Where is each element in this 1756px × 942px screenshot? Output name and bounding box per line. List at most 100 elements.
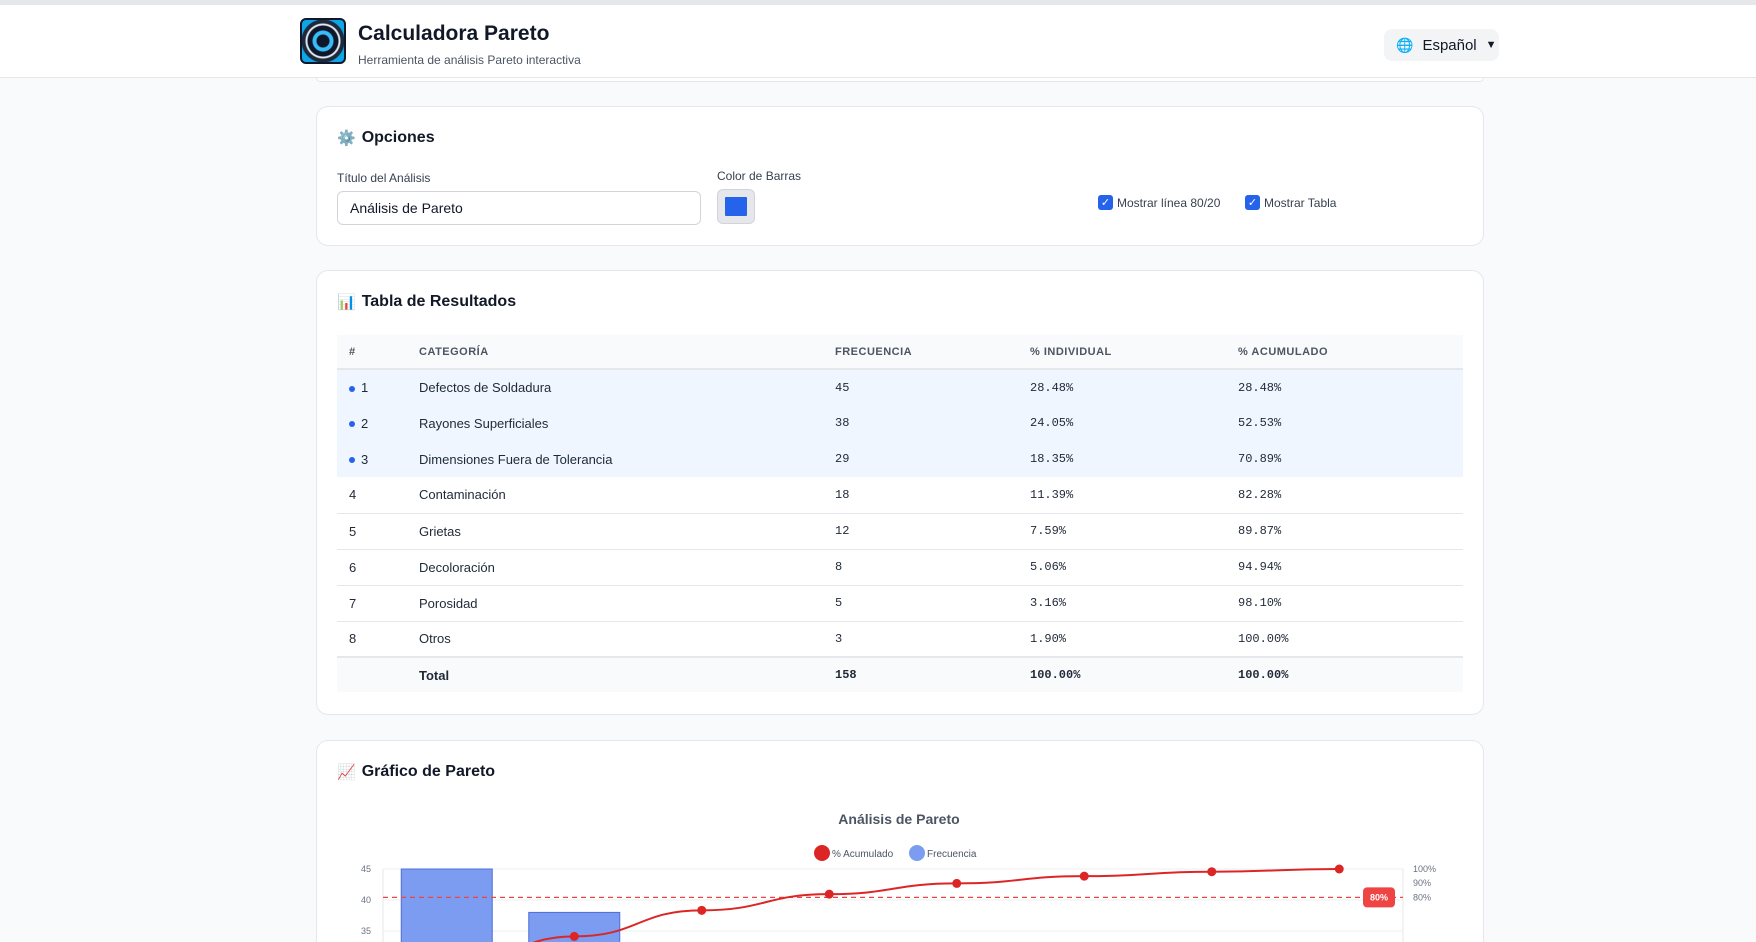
table-row: 4 Contaminación 18 11.39% 82.28% <box>337 477 1463 514</box>
column-header-individual[interactable]: % INDIVIDUAL <box>1030 335 1238 370</box>
row-frequency: 8 <box>835 549 1030 586</box>
table-row: 7 Porosidad 5 3.16% 98.10% <box>337 585 1463 622</box>
legend-swatch-frequency <box>909 845 925 861</box>
legend-swatch-cumulative <box>814 845 830 861</box>
checkmark-icon: ✓ <box>1098 195 1113 210</box>
table-row: 8 Otros 3 1.90% 100.00% <box>337 621 1463 658</box>
row-category: Decoloración <box>419 549 835 586</box>
row-category: Grietas <box>419 513 835 550</box>
row-frequency: 12 <box>835 513 1030 550</box>
row-category: Dimensiones Fuera de Tolerancia <box>419 441 835 477</box>
cumulative-point <box>952 878 962 888</box>
show-8020-label: Mostrar línea 80/20 <box>1117 195 1221 210</box>
bar-chart-icon: 📊 <box>337 294 356 311</box>
table-row: 3 Dimensiones Fuera de Tolerancia 29 18.35%… <box>337 441 1463 477</box>
app-subtitle: Herramienta de análisis Pareto interacti… <box>358 53 581 67</box>
app-header: Calculadora Pareto Herramienta de anális… <box>0 0 1756 78</box>
row-individual: 24.05% <box>1030 405 1238 441</box>
pareto-chart: Análisis de Pareto % Acumulado Frecuencia 4… <box>361 811 1436 942</box>
row-number: 8 <box>337 621 419 658</box>
cumulative-point <box>569 931 579 941</box>
row-cumulative: 52.53% <box>1238 405 1463 441</box>
bar-color-picker[interactable] <box>717 189 755 224</box>
analysis-title-label: Título del Análisis <box>337 171 431 185</box>
column-header-cumulative[interactable]: % ACUMULADO <box>1238 335 1463 370</box>
language-label: Español <box>1422 36 1477 54</box>
trend-chart-icon: 📈 <box>337 764 356 781</box>
row-individual: 18.35% <box>1030 441 1238 477</box>
total-frequency: 158 <box>835 656 1030 692</box>
row-cumulative: 98.10% <box>1238 585 1463 622</box>
vital-few-dot-icon <box>349 421 355 428</box>
vital-few-dot-icon <box>349 385 355 392</box>
row-number: 2 <box>337 405 419 441</box>
y-left-tick-label: 35 <box>361 926 371 936</box>
row-cumulative: 28.48% <box>1238 369 1463 405</box>
show-table-label: Mostrar Tabla <box>1264 195 1337 210</box>
row-number: 6 <box>337 549 419 586</box>
column-header-category[interactable]: CATEGORÍA <box>419 335 835 370</box>
y-right-tick-label: 100% <box>1413 864 1436 874</box>
y-left-tick-label: 40 <box>361 895 371 905</box>
row-category: Porosidad <box>419 585 835 622</box>
total-individual: 100.00% <box>1030 656 1238 692</box>
total-label: Total <box>419 656 835 692</box>
checkmark-icon: ✓ <box>1245 195 1260 210</box>
row-cumulative: 94.94% <box>1238 549 1463 586</box>
cumulative-point <box>1207 867 1217 877</box>
row-number: 4 <box>337 477 419 514</box>
row-cumulative: 100.00% <box>1238 621 1463 658</box>
row-frequency: 5 <box>835 585 1030 622</box>
cumulative-line <box>532 868 1340 942</box>
row-number: 3 <box>337 441 419 477</box>
options-title: ⚙️ Opciones <box>337 129 435 147</box>
total-cumulative: 100.00% <box>1238 656 1463 692</box>
table-row: 2 Rayones Superficiales 38 24.05% 52.53% <box>337 405 1463 441</box>
row-category: Contaminación <box>419 477 835 514</box>
y-right-tick-label: 80% <box>1413 892 1431 902</box>
results-title: 📊 Tabla de Resultados <box>337 293 517 311</box>
row-number: 7 <box>337 585 419 622</box>
table-row: 6 Decoloración 8 5.06% 94.94% <box>337 549 1463 586</box>
table-header-row: # CATEGORÍA FRECUENCIA % INDIVIDUAL % AC… <box>337 335 1463 370</box>
row-category: Otros <box>419 621 835 658</box>
row-cumulative: 70.89% <box>1238 441 1463 477</box>
bar-color-label: Color de Barras <box>717 169 802 183</box>
chart-section-title: 📈 Gráfico de Pareto <box>337 763 496 781</box>
cumulative-point <box>1079 871 1089 881</box>
row-individual: 7.59% <box>1030 513 1238 550</box>
previous-card-edge <box>316 78 1484 82</box>
row-category: Rayones Superficiales <box>419 405 835 441</box>
cumulative-point <box>697 905 707 915</box>
row-cumulative: 82.28% <box>1238 477 1463 514</box>
reference-badge-label: 80% <box>1370 892 1388 902</box>
analysis-title-input[interactable] <box>337 191 701 225</box>
row-individual: 11.39% <box>1030 477 1238 514</box>
vital-few-dot-icon <box>349 457 355 464</box>
gear-icon: ⚙️ <box>337 130 356 147</box>
bar <box>400 868 493 942</box>
show-table-checkbox[interactable]: ✓ Mostrar Tabla <box>1245 195 1336 210</box>
chevron-down-icon: ▼ <box>1485 39 1497 51</box>
row-individual: 1.90% <box>1030 621 1238 658</box>
row-individual: 3.16% <box>1030 585 1238 622</box>
column-header-number[interactable]: # <box>337 335 419 370</box>
y-right-tick-label: 90% <box>1413 878 1431 888</box>
show-8020-checkbox[interactable]: ✓ Mostrar línea 80/20 <box>1098 195 1220 210</box>
table-row: 1 Defectos de Soldadura 45 28.48% 28.48% <box>337 369 1463 405</box>
legend-label-cumulative: % Acumulado <box>832 849 894 860</box>
table-row: 5 Grietas 12 7.59% 89.87% <box>337 513 1463 550</box>
chart-title: Análisis de Pareto <box>838 811 959 827</box>
row-cumulative: 89.87% <box>1238 513 1463 550</box>
row-individual: 28.48% <box>1030 369 1238 405</box>
app-title: Calculadora Pareto <box>358 22 550 45</box>
app-logo <box>300 18 346 64</box>
results-card: 📊 Tabla de Resultados # CATEGORÍA FRECUE… <box>316 270 1484 715</box>
row-frequency: 38 <box>835 405 1030 441</box>
results-table: # CATEGORÍA FRECUENCIA % INDIVIDUAL % AC… <box>337 335 1463 692</box>
row-number: 1 <box>337 369 419 405</box>
row-individual: 5.06% <box>1030 549 1238 586</box>
language-selector[interactable]: 🌐 Español ▼ <box>1384 29 1499 61</box>
table-total-row: Total 158 100.00% 100.00% <box>337 656 1463 692</box>
column-header-frequency[interactable]: FRECUENCIA <box>835 335 1030 370</box>
